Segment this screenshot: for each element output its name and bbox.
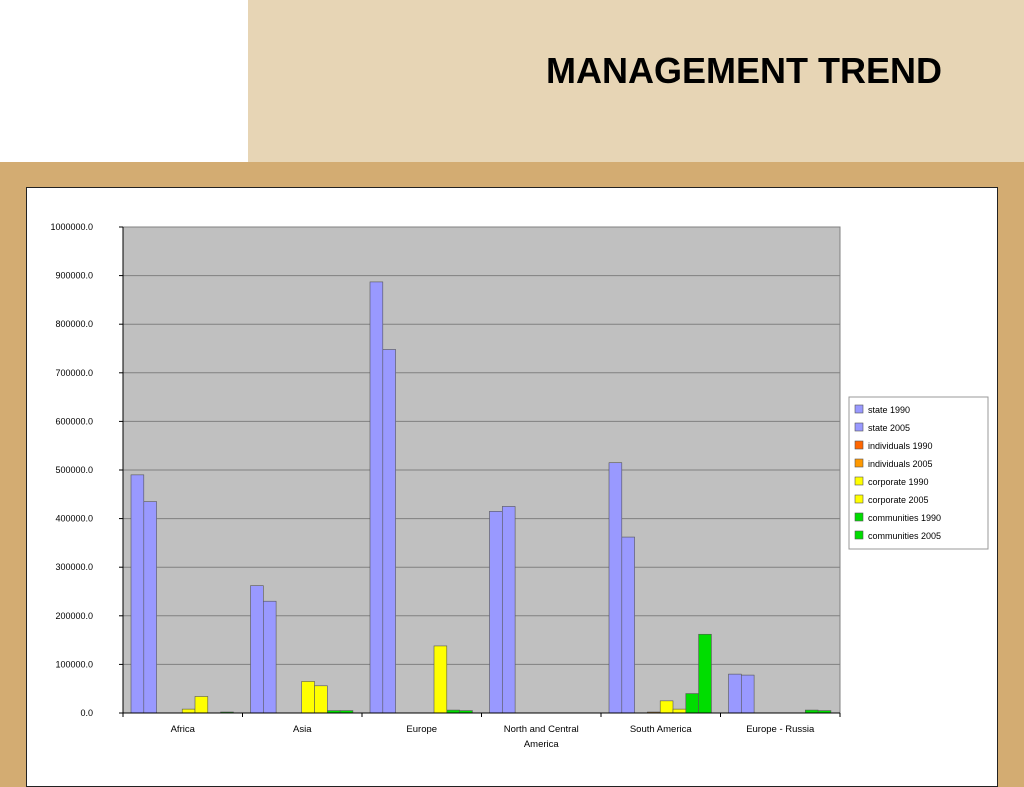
legend-label: individuals 2005 (868, 459, 933, 469)
y-tick-label: 500000.0 (55, 465, 93, 475)
legend-label: individuals 1990 (868, 441, 933, 451)
bar-corporate-2005-1 (314, 685, 328, 714)
legend-swatch (854, 476, 864, 486)
x-axis-group: Africa Asia Europe North and Central America… (122, 712, 841, 750)
x-category-label: Europe - Russia (746, 724, 815, 735)
x-category-label-line: Asia (293, 724, 312, 735)
x-category-label: South America (630, 724, 692, 735)
bar-state-2005-3 (501, 506, 516, 714)
bar-state-1990-4 (608, 462, 623, 714)
legend-swatch (854, 530, 864, 540)
x-category-label-line: North and Central (504, 724, 579, 735)
header-band (248, 0, 1024, 162)
x-category-label-line: Europe (406, 724, 437, 735)
legend-label: communities 1990 (868, 513, 941, 523)
x-category-label: Africa (171, 724, 196, 735)
chart-frame: 0.0 100000.0 200000.0 300000.0 400000.0 50000… (26, 187, 998, 787)
bar-state-1990-2 (369, 281, 384, 714)
y-tick-label: 200000.0 (55, 611, 93, 621)
legend-swatch (854, 458, 864, 468)
bar-communities-2005-4 (698, 633, 712, 714)
x-category-label-line: South America (630, 724, 692, 735)
legend-label: state 2005 (868, 423, 910, 433)
bar-state-1990-0 (130, 474, 145, 714)
y-tick-label: 1000000.0 (50, 222, 93, 232)
bar-state-1990-3 (489, 511, 503, 714)
header-white-panel (0, 0, 248, 162)
x-category-label-line: America (524, 739, 560, 750)
legend-label: communities 2005 (868, 531, 941, 541)
y-tick-label: 100000.0 (55, 659, 93, 669)
bar-corporate-2005-2 (433, 645, 448, 714)
bar-state-2005-1 (263, 600, 277, 714)
legend-label: state 1990 (868, 405, 910, 415)
y-tick-label: 900000.0 (55, 271, 93, 281)
y-tick-label: 300000.0 (55, 562, 93, 572)
bar-state-1990-1 (250, 585, 264, 714)
x-category-label: Asia (293, 724, 312, 735)
bar-state-2005-5 (740, 674, 755, 714)
bar-communities-1990-4 (685, 693, 699, 714)
legend-swatch (854, 440, 864, 450)
bar-corporate-2005-0 (194, 696, 209, 714)
y-tick-label: 800000.0 (55, 319, 93, 329)
bar-state-2005-2 (382, 349, 396, 714)
bar-corporate-1990-1 (301, 681, 315, 714)
bars-group (130, 281, 832, 714)
x-category-label: North and Central America (504, 724, 579, 750)
plot-area-group (122, 226, 841, 714)
y-axis-group: 0.0 100000.0 200000.0 300000.0 400000.0 50000… (50, 222, 124, 718)
x-category-label-line: Africa (171, 724, 196, 735)
legend-label: corporate 2005 (868, 495, 929, 505)
y-tick-label: 400000.0 (55, 514, 93, 524)
x-category-label: Europe (406, 724, 437, 735)
legend-swatch (854, 494, 864, 504)
bar-chart: 0.0 100000.0 200000.0 300000.0 400000.0 50000… (50, 222, 989, 750)
bar-corporate-2005-4 (672, 708, 687, 714)
x-category-label-line: Europe - Russia (746, 724, 815, 735)
legend-label: corporate 1990 (868, 477, 929, 487)
bar-state-1990-5 (728, 673, 742, 714)
legend-box (848, 396, 989, 550)
slide-title: MANAGEMENT TREND (546, 50, 942, 91)
legend-swatch (854, 512, 864, 522)
legend-swatch (854, 422, 864, 432)
bar-state-2005-0 (143, 501, 157, 714)
bar-corporate-1990-0 (181, 708, 196, 714)
bar-corporate-1990-4 (659, 700, 674, 714)
y-tick-label: 0.0 (80, 708, 93, 718)
bar-state-2005-4 (621, 536, 635, 714)
y-tick-label: 700000.0 (55, 368, 93, 378)
legend-swatch (854, 404, 864, 414)
legend-group: state 1990 state 2005 individuals 1990 indi… (848, 396, 989, 550)
y-tick-label: 600000.0 (55, 416, 93, 426)
